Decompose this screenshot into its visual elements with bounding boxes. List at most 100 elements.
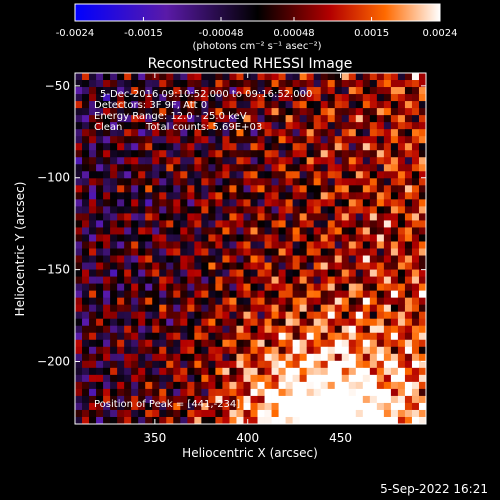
heatmap-cell: [355, 290, 364, 299]
heatmap-cell: [124, 199, 132, 207]
heatmap-cell: [306, 395, 315, 404]
heatmap-cell: [82, 213, 90, 221]
heatmap-cell: [187, 157, 195, 165]
heatmap-cell: [411, 157, 420, 165]
heatmap-cell: [397, 206, 406, 214]
heatmap-cell: [138, 367, 146, 376]
heatmap-cell: [299, 360, 308, 369]
heatmap-cell: [180, 220, 188, 228]
heatmap-cell: [208, 192, 216, 200]
heatmap-cell: [201, 339, 209, 348]
heatmap-cell: [89, 339, 97, 348]
heatmap-cell: [201, 185, 209, 193]
heatmap-cell: [418, 381, 427, 390]
heatmap-cell: [306, 206, 315, 214]
heatmap-cell: [348, 374, 357, 383]
heatmap-cell: [138, 283, 146, 292]
heatmap-cell: [166, 178, 174, 186]
heatmap-cell: [96, 346, 104, 355]
heatmap-cell: [278, 157, 286, 165]
heatmap-cell: [208, 101, 216, 109]
heatmap-cell: [341, 255, 350, 263]
heatmap-cell: [103, 80, 111, 88]
heatmap-cell: [383, 192, 392, 200]
heatmap-cell: [285, 353, 294, 362]
heatmap-cell: [341, 185, 350, 193]
heatmap-cell: [397, 122, 406, 130]
heatmap-cell: [152, 206, 160, 214]
heatmap-cell: [348, 416, 357, 425]
heatmap-cell: [348, 262, 357, 270]
heatmap-cell: [250, 199, 258, 207]
heatmap-cell: [376, 164, 385, 172]
heatmap-cell: [117, 227, 125, 235]
heatmap-cell: [159, 374, 167, 383]
heatmap-cell: [145, 304, 153, 313]
heatmap-cell: [397, 185, 406, 193]
heatmap-cell: [131, 199, 139, 207]
heatmap-cell: [194, 157, 202, 165]
heatmap-cell: [327, 290, 336, 299]
heatmap-cell: [152, 409, 160, 418]
heatmap-cell: [390, 213, 399, 221]
heatmap-cell: [369, 367, 378, 376]
heatmap-cell: [369, 290, 378, 299]
heatmap-cell: [271, 388, 279, 397]
heatmap-cell: [327, 94, 336, 102]
heatmap-cell: [383, 381, 392, 390]
heatmap-cell: [390, 283, 399, 292]
heatmap-cell: [145, 339, 153, 348]
heatmap-cell: [103, 248, 111, 256]
heatmap-cell: [215, 164, 223, 172]
heatmap-cell: [89, 73, 97, 81]
heatmap-cell: [229, 136, 237, 144]
heatmap-cell: [180, 192, 188, 200]
heatmap-cell: [348, 129, 357, 137]
heatmap-cell: [131, 150, 139, 158]
heatmap-cell: [369, 164, 378, 172]
heatmap-cell: [138, 388, 146, 397]
heatmap-cell: [292, 381, 301, 390]
heatmap-cell: [264, 283, 272, 292]
heatmap-cell: [355, 367, 364, 376]
heatmap-cell: [131, 276, 139, 284]
heatmap-cell: [166, 248, 174, 256]
heatmap-cell: [362, 353, 371, 362]
heatmap-cell: [257, 304, 265, 313]
heatmap-cell: [404, 283, 413, 292]
heatmap-cell: [369, 178, 378, 186]
heatmap-cell: [320, 136, 329, 144]
heatmap-cell: [299, 108, 308, 116]
heatmap-cell: [89, 115, 97, 123]
heatmap-cell: [264, 402, 272, 411]
heatmap-cell: [159, 157, 167, 165]
heatmap-cell: [236, 185, 244, 193]
y-tick-label: −200: [37, 355, 70, 369]
heatmap-cell: [152, 101, 160, 109]
heatmap-cell: [271, 171, 279, 179]
heatmap-cell: [187, 241, 195, 249]
heatmap-cell: [103, 395, 111, 404]
heatmap-cell: [292, 185, 301, 193]
heatmap-cell: [215, 381, 223, 390]
heatmap-cell: [201, 143, 209, 151]
heatmap-cell: [166, 213, 174, 221]
heatmap-cell: [187, 339, 195, 348]
heatmap-cell: [383, 122, 392, 130]
heatmap-cell: [278, 143, 286, 151]
heatmap-cell: [180, 416, 188, 425]
heatmap-cell: [257, 185, 265, 193]
heatmap-cell: [215, 199, 223, 207]
heatmap-image: [75, 73, 427, 425]
heatmap-cell: [313, 395, 322, 404]
heatmap-cell: [334, 171, 343, 179]
heatmap-cell: [180, 101, 188, 109]
heatmap-cell: [369, 402, 378, 411]
heatmap-cell: [313, 360, 322, 369]
heatmap-cell: [278, 241, 286, 249]
heatmap-cell: [131, 171, 139, 179]
heatmap-cell: [159, 115, 167, 123]
heatmap-cell: [362, 269, 371, 277]
heatmap-cell: [306, 381, 315, 390]
heatmap-cell: [299, 178, 308, 186]
